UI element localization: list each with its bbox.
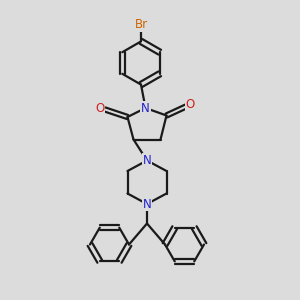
Text: N: N	[141, 101, 150, 115]
Text: N: N	[142, 154, 152, 167]
Text: O: O	[95, 101, 104, 115]
Text: N: N	[142, 197, 152, 211]
Text: Br: Br	[134, 18, 148, 31]
Text: O: O	[186, 98, 195, 112]
